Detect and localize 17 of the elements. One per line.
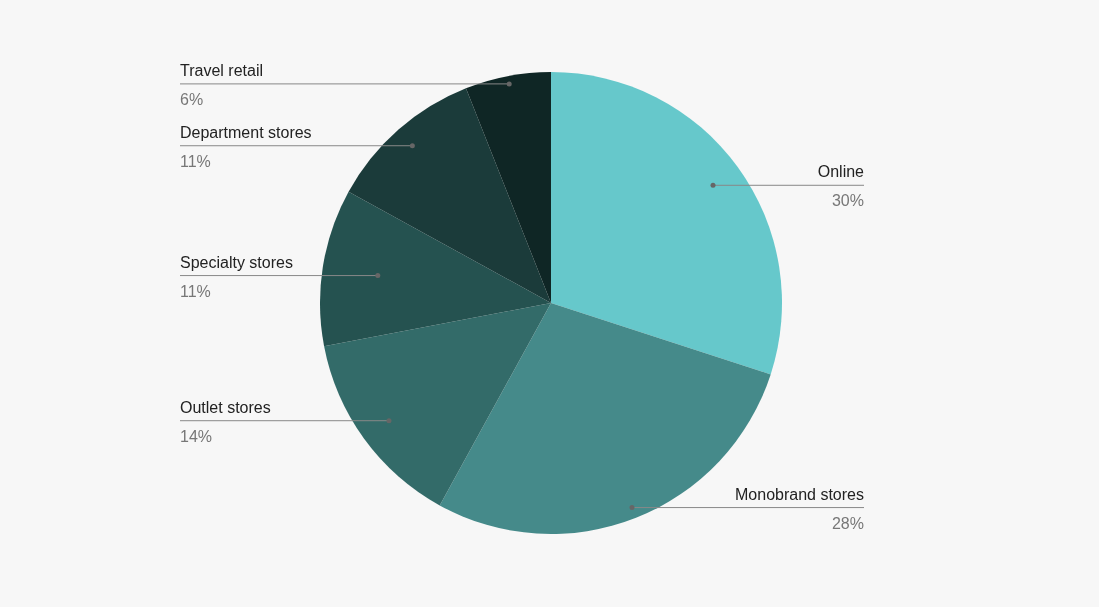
data-label: 6% [180,90,204,108]
pie-slice [465,72,551,303]
slice-label: Department stores [180,123,312,141]
pie-slice [348,88,551,303]
slice-label: Online [817,163,865,181]
data-label: 30% [831,192,864,210]
data-label: 11% [180,152,211,170]
pie-slice [320,191,551,347]
data-label: 28% [831,514,864,532]
slice-label: Outlet stores [180,398,271,416]
slice-label: Specialty stores [180,253,293,271]
slice-label: Monobrand stores [735,485,864,503]
slice-label: Travel retail [180,61,263,79]
pie-slice [551,72,782,375]
pie-slice [324,303,551,506]
data-label: 14% [180,427,213,445]
data-label: 11% [180,282,211,300]
